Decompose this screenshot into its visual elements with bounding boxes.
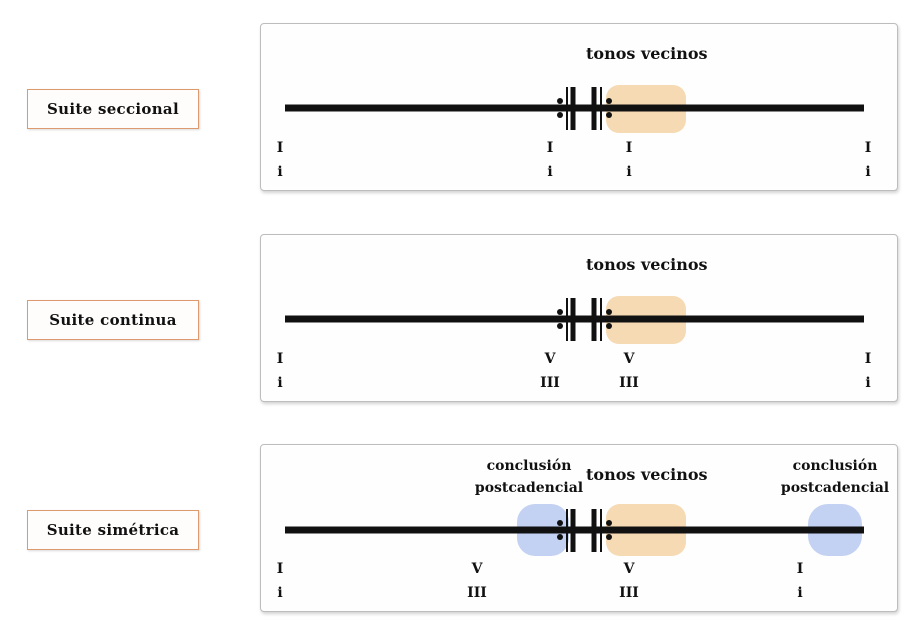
- repeat-dot: [557, 309, 563, 315]
- panel-suite-seccional: tonos vecinos I i I i I i I i: [260, 23, 898, 191]
- tick-top: I: [625, 140, 633, 156]
- repeat-dot: [557, 323, 563, 329]
- repeat-dot: [557, 98, 563, 104]
- repeat-dot: [606, 520, 612, 526]
- tick-bottom: i: [797, 585, 803, 601]
- panel-suite-continua: tonos vecinos I i V III V III I i: [260, 234, 898, 402]
- tick-bottom: III: [619, 375, 639, 391]
- repeat-dot: [557, 534, 563, 540]
- timeline-continua: [285, 296, 864, 344]
- tick-bottom: III: [540, 375, 560, 391]
- repeat-dot: [606, 309, 612, 315]
- label-suite-simetrica: Suite simétrica: [27, 510, 199, 550]
- postcadential-label-right: conclusión postcadencial: [780, 458, 890, 496]
- tick-top: I: [276, 351, 284, 367]
- tick-top: I: [796, 561, 804, 577]
- neighbor-tones-label: tonos vecinos: [586, 465, 708, 484]
- tick-bottom: i: [865, 375, 871, 391]
- tick-top: V: [471, 561, 483, 577]
- tick-top: V: [544, 351, 556, 367]
- tick-top: V: [623, 351, 635, 367]
- tick-bottom: i: [277, 164, 283, 180]
- tick-top: I: [276, 561, 284, 577]
- tick-top: V: [623, 561, 635, 577]
- tick-top: I: [864, 351, 872, 367]
- repeat-dot: [557, 520, 563, 526]
- tick-bottom: i: [626, 164, 632, 180]
- tick-bottom: i: [277, 375, 283, 391]
- tick-bottom: III: [467, 585, 487, 601]
- label-suite-continua: Suite continua: [27, 300, 199, 340]
- panel-suite-simetrica: conclusión postcadencial tonos vecinos c…: [260, 444, 898, 612]
- neighbor-tones-label: tonos vecinos: [586, 255, 708, 274]
- neighbor-tones-label: tonos vecinos: [586, 44, 708, 63]
- label-suite-seccional: Suite seccional: [27, 89, 199, 129]
- repeat-dot: [606, 112, 612, 118]
- tick-top: I: [546, 140, 554, 156]
- timeline-simetrica: [285, 504, 864, 556]
- repeat-dot: [606, 534, 612, 540]
- tick-bottom: i: [547, 164, 553, 180]
- tick-top: I: [864, 140, 872, 156]
- postcadential-label-left: conclusión postcadencial: [474, 458, 584, 496]
- repeat-dot: [606, 323, 612, 329]
- tick-bottom: i: [865, 164, 871, 180]
- repeat-dot: [557, 112, 563, 118]
- tick-bottom: III: [619, 585, 639, 601]
- repeat-dot: [606, 98, 612, 104]
- tick-bottom: i: [277, 585, 283, 601]
- tick-top: I: [276, 140, 284, 156]
- timeline-seccional: [285, 85, 864, 133]
